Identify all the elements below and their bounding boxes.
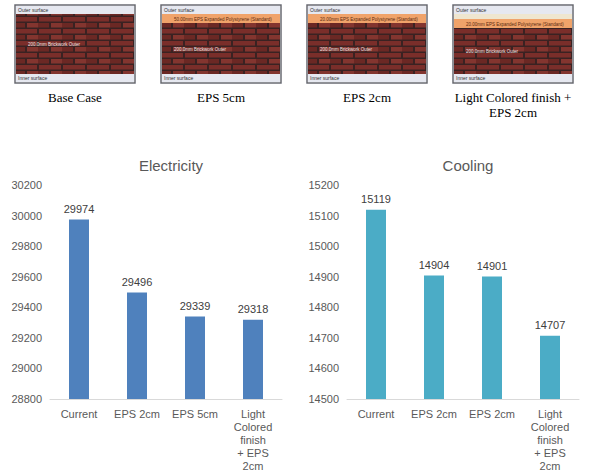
svg-text:Inner surface: Inner surface <box>18 75 47 81</box>
svg-text:Light: Light <box>538 408 562 420</box>
svg-text:+ EPS: + EPS <box>534 447 566 459</box>
svg-text:Electricity: Electricity <box>139 157 204 174</box>
html-text:Base Case: Base Case <box>48 90 102 105</box>
svg-text:+ EPS: + EPS <box>237 447 269 459</box>
svg-text:Colored: Colored <box>531 421 570 433</box>
svg-text:14904: 14904 <box>419 259 450 271</box>
svg-text:Inner surface: Inner surface <box>456 75 485 81</box>
svg-text:Outer surface: Outer surface <box>310 7 341 13</box>
svg-text:Colored: Colored <box>234 421 273 433</box>
svg-text:Outer surface: Outer surface <box>164 7 195 13</box>
svg-text:EPS 5cm: EPS 5cm <box>172 408 218 420</box>
svg-text:29800: 29800 <box>11 240 42 252</box>
svg-text:14700: 14700 <box>308 332 339 344</box>
svg-text:15100: 15100 <box>308 210 339 222</box>
svg-text:Outer surface: Outer surface <box>456 7 487 13</box>
html-text:Light Colored finish + EPS 2cm: Light Colored finish + EPS 2cm <box>454 90 572 120</box>
svg-text:200.0mm Brickwork Outer: 200.0mm Brickwork Outer <box>466 49 519 54</box>
svg-text:29000: 29000 <box>11 362 42 374</box>
html-text:EPS 5cm: EPS 5cm <box>197 90 245 105</box>
svg-text:14800: 14800 <box>308 301 339 313</box>
svg-text:29600: 29600 <box>11 271 42 283</box>
svg-text:14707: 14707 <box>535 319 566 331</box>
svg-text:29200: 29200 <box>11 332 42 344</box>
svg-text:finish: finish <box>537 434 563 446</box>
svg-text:200.0mm Brickwork Outer: 200.0mm Brickwork Outer <box>320 47 373 52</box>
svg-text:EPS 2cm: EPS 2cm <box>411 408 457 420</box>
svg-text:2cm: 2cm <box>243 460 264 472</box>
svg-text:29496: 29496 <box>122 276 153 288</box>
html-text:EPS 2cm: EPS 2cm <box>343 90 391 105</box>
svg-text:29318: 29318 <box>238 303 269 315</box>
svg-text:14901: 14901 <box>477 260 508 272</box>
svg-text:15200: 15200 <box>308 179 339 191</box>
svg-text:finish: finish <box>240 434 266 446</box>
svg-text:Outer surface: Outer surface <box>18 7 49 13</box>
svg-text:15000: 15000 <box>308 240 339 252</box>
svg-text:20.00mm EPS Expanded Polystyre: 20.00mm EPS Expanded Polystyrene (Standa… <box>466 22 564 27</box>
svg-text:Light: Light <box>241 408 265 420</box>
svg-text:Current: Current <box>61 408 98 420</box>
svg-text:200.0mm Brickwork Outer: 200.0mm Brickwork Outer <box>174 47 227 52</box>
svg-text:2cm: 2cm <box>540 460 561 472</box>
svg-text:50.00mm EPS Expanded Polystyre: 50.00mm EPS Expanded Polystyrene (Standa… <box>174 17 272 22</box>
svg-text:29400: 29400 <box>11 301 42 313</box>
svg-text:29974: 29974 <box>64 203 95 215</box>
svg-text:30000: 30000 <box>11 210 42 222</box>
svg-text:EPS 2cm: EPS 2cm <box>469 408 515 420</box>
svg-text:14500: 14500 <box>308 393 339 405</box>
svg-text:30200: 30200 <box>11 179 42 191</box>
svg-text:Inner surface: Inner surface <box>164 75 193 81</box>
svg-text:14900: 14900 <box>308 271 339 283</box>
svg-text:Cooling: Cooling <box>443 157 494 174</box>
svg-text:15119: 15119 <box>361 193 391 205</box>
svg-text:14600: 14600 <box>308 362 339 374</box>
svg-text:200.0mm Brickwork Outer: 200.0mm Brickwork Outer <box>28 42 81 47</box>
svg-text:Inner surface: Inner surface <box>310 75 339 81</box>
svg-text:20.00mm EPS Expanded Polystyre: 20.00mm EPS Expanded Polystyrene (Standa… <box>320 17 418 22</box>
svg-text:28800: 28800 <box>11 393 42 405</box>
svg-text:EPS 2cm: EPS 2cm <box>114 408 160 420</box>
svg-text:Current: Current <box>358 408 395 420</box>
svg-text:29339: 29339 <box>180 300 211 312</box>
